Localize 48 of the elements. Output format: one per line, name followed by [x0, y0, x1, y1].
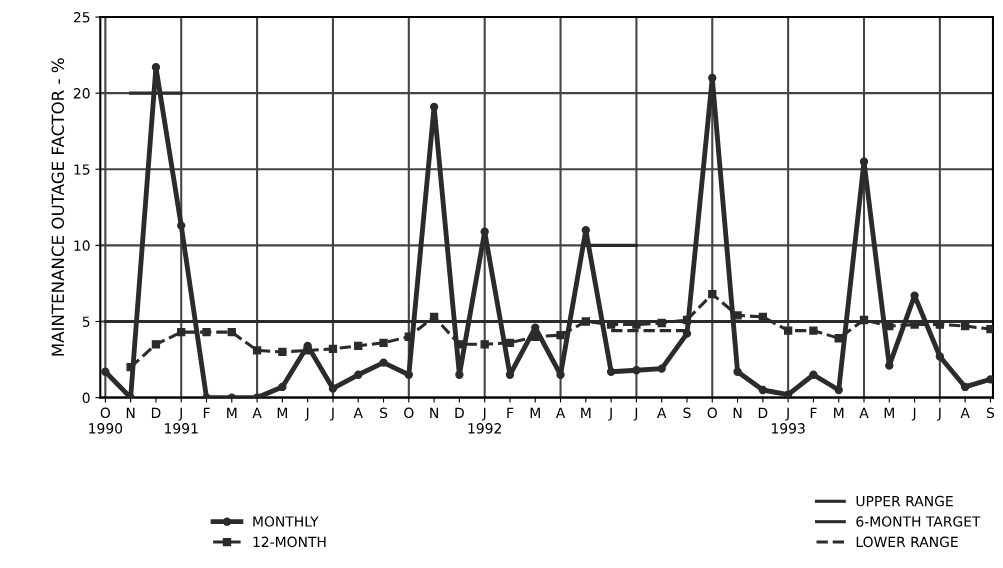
x-tick-label: A [555, 407, 566, 418]
x-tick-label: J [304, 407, 309, 421]
x-tick-label: S [683, 407, 691, 419]
x-tick-label: D [455, 407, 464, 418]
x-tick-label: M [227, 407, 237, 418]
x-tick-label: A [960, 407, 970, 418]
x-tick-label: A [657, 407, 667, 418]
x-tick-label: S [380, 407, 388, 419]
legend-label: MONTHLY [253, 516, 319, 527]
legend-label: 12-MONTH [253, 536, 326, 548]
x-tick-label: M [884, 407, 894, 418]
x-tick-label: A [252, 407, 262, 418]
legend-label: LOWER RANGE [856, 536, 958, 548]
x-tick-label: D [758, 407, 768, 418]
y-tick-label: 25 [73, 12, 90, 23]
x-tick-label: J [608, 407, 612, 421]
y-tick-label: 20 [73, 88, 90, 99]
x-tick-label: M [277, 407, 288, 418]
x-tick-label: O [404, 407, 414, 419]
x-tick-label: N [733, 407, 742, 418]
x-tick-label: J [633, 407, 638, 421]
x-tick-label: M [581, 407, 591, 418]
y-tick-label: 5 [82, 316, 90, 327]
y-tick-label: 15 [74, 164, 90, 175]
x-tick-label: M [530, 407, 540, 418]
x-tick-label: D [151, 407, 161, 418]
x-tick-label: A [353, 407, 363, 418]
legend-label: UPPER RANGE [856, 495, 953, 507]
y-tick-label: 0 [82, 392, 90, 404]
x-tick-label: F [203, 407, 210, 418]
y-axis-title: MAINTENANCE OUTAGE FACTOR - % [51, 58, 65, 356]
x-tick-label: O 1990 [89, 407, 123, 434]
x-tick-label: J 1992 [468, 407, 501, 434]
x-tick-label: O [707, 407, 717, 419]
x-tick-label: S [986, 407, 995, 419]
x-tick-label: J [937, 407, 941, 421]
x-tick-label: J [330, 407, 334, 421]
x-tick-label: J 1991 [165, 407, 198, 434]
y-tick-label: 10 [74, 240, 90, 251]
x-tick-label: F [810, 407, 817, 418]
x-tick-label: A [859, 407, 869, 418]
x-tick-label: N [430, 407, 438, 418]
x-tick-label: N [126, 407, 135, 418]
x-tick-label: F [507, 407, 514, 418]
x-tick-label: J [911, 407, 916, 421]
legend-label: 6-MONTH TARGET [856, 516, 981, 527]
x-tick-label: M [834, 407, 844, 418]
x-tick-label: J 1993 [771, 407, 805, 434]
